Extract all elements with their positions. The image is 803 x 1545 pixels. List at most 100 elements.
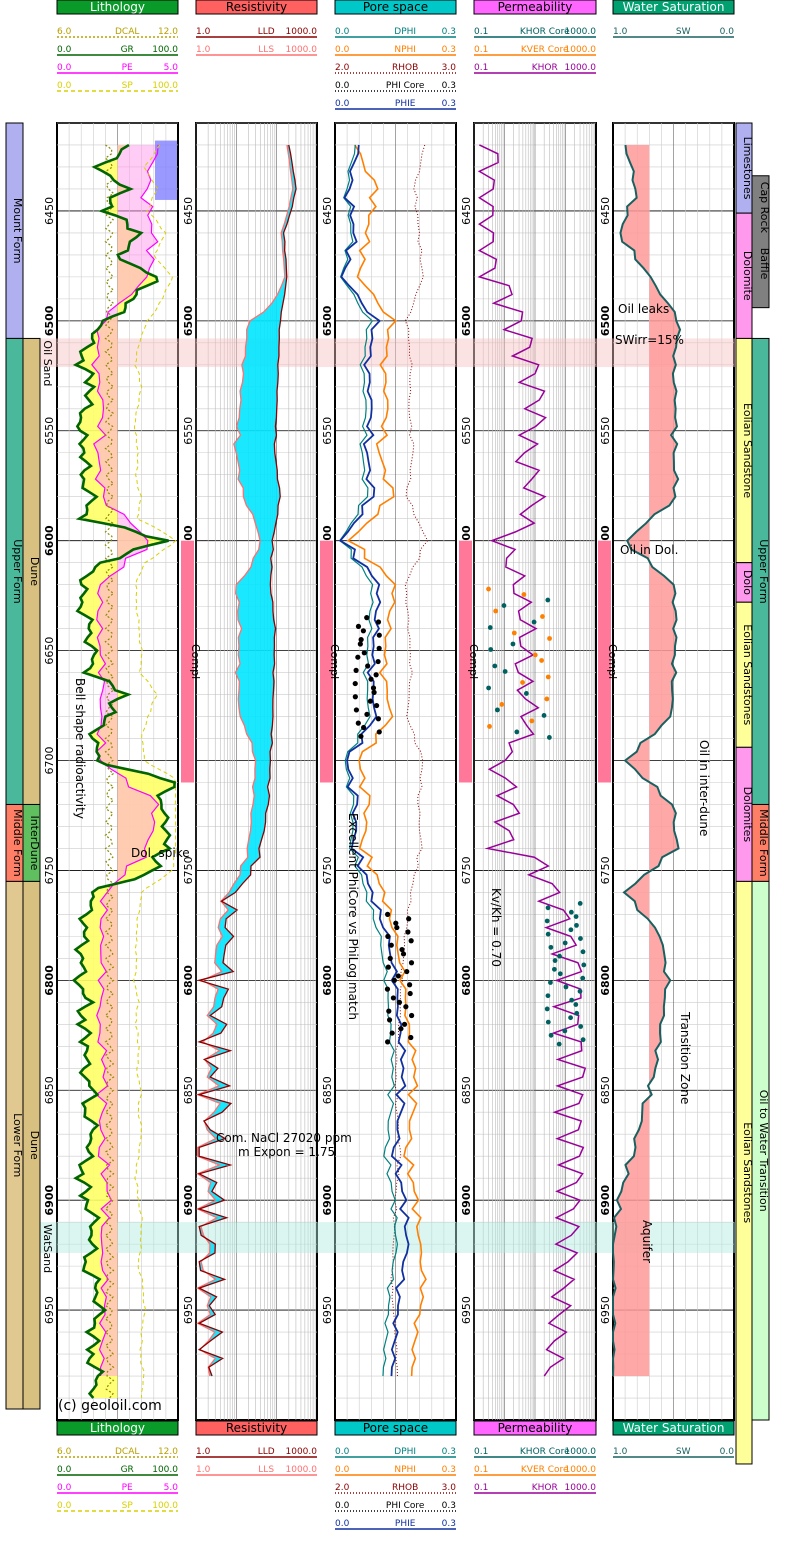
core-perm-point [501,603,507,608]
depth-label-sw: 6800 [599,965,612,996]
core-perm-point [573,1002,579,1007]
core-phi-point [395,973,401,979]
legend-min-PHIE-top: 0.0 [335,99,350,109]
curve-khor [477,144,587,1377]
core-phi-point [396,999,403,1005]
core-phi-point [401,1021,408,1027]
limestone-fill [155,140,177,200]
legend-max-KHOR_Core-top: 1000.0 [565,27,597,37]
legend-min-KHOR_Core-top: 0.1 [474,27,488,37]
core-phi-point [394,924,400,931]
depth-label-sw: 6850 [599,1076,612,1104]
annotation-dol-spike: Dol. spike [131,846,190,860]
core-phi-point [385,964,391,970]
core-phi-point [407,990,413,997]
core-perm-point [546,735,552,740]
legend-min-SP-top: 0.0 [57,81,72,91]
formation-left-label-3: Lower Form [11,1113,24,1177]
depth-label-lith: 6550 [43,417,56,445]
depth-label-sw: 6950 [599,1296,612,1324]
curve-gr [71,143,176,1399]
depth-label-lith: 6600 [43,525,56,556]
track-title-res-top [195,0,318,15]
core-phi-point [408,960,415,966]
legend-min-PHI_Core-top: 0.0 [335,81,350,91]
legend-max-DPHI-top: 0.3 [442,27,456,37]
legend-name-DCAL-top: DCAL [115,27,139,37]
legend-min-GR-bottom: 0.0 [57,1465,72,1475]
compl-band-4 [598,540,611,783]
legend-max-PE-bottom: 5.0 [164,1483,179,1493]
core-perm-point [578,1024,584,1029]
legend-max-RHOB-top: 3.0 [442,63,457,73]
core-perm-point [539,658,544,663]
legend-min-NPHI-bottom: 0.0 [335,1465,350,1475]
core-perm-point [547,636,552,641]
core-perm-point [521,592,527,597]
legend-max-KHOR_Core-bottom: 1000.0 [565,1447,597,1457]
annotation-aquifer: Aquifer [640,1220,654,1263]
legend-min-PE-bottom: 0.0 [57,1483,72,1493]
core-perm-point [562,940,568,946]
formation-right-2 [751,880,770,1421]
legend-name-NPHI-bottom: NPHI [394,1465,416,1475]
curve-lld [196,144,297,1377]
lithology-right-label-0: Limestones [741,137,754,200]
depth-label-por: 6450 [321,197,334,225]
core-phi-point [367,698,373,704]
depth-label-perm: 6900 [460,1185,473,1216]
depth-label-perm: 6950 [460,1296,473,1324]
track-title-por-top [334,0,457,15]
core-phi-point [361,650,367,656]
core-phi-point [398,1026,404,1032]
core-perm-point [548,980,553,985]
legend-name-PE-bottom: PE [122,1483,133,1493]
core-perm-point [529,718,535,724]
formation-left-label-2: Middle Form [11,809,24,877]
track-title-perm-top [473,0,597,15]
core-perm-point [580,975,586,981]
core-perm-point [545,993,551,999]
legend-name-GR-bottom: GR [121,1465,134,1475]
legend-name-LLS-top: LLS [258,45,274,55]
core-perm-point [563,984,569,990]
core-perm-point [486,685,492,691]
formation-left-label-1: Upper Form [11,539,24,604]
curve-phie [338,144,410,1377]
core-phi-point [352,694,358,700]
legend-name-PHIE-top: PHIE [395,99,416,109]
legend-min-KHOR-bottom: 0.1 [474,1483,488,1493]
legend-name-PE-top: PE [122,63,133,73]
legend-max-DCAL-top: 12.0 [158,27,178,37]
legend-name-LLS-bottom: LLS [258,1465,274,1475]
legend-name-RHOB-top: RHOB [392,63,418,73]
core-perm-point [524,691,529,696]
core-perm-point [552,958,558,963]
legend-min-DCAL-top: 6.0 [57,27,72,37]
core-perm-point [574,1010,580,1016]
core-perm-point [578,936,583,941]
legend-name-KHOR-bottom: KHOR [532,1483,558,1493]
zone-label-1: WatSand [41,1224,54,1273]
core-perm-point [514,729,520,735]
legend-name-RHOB-bottom: RHOB [392,1483,418,1493]
subunit-left-label-2: Dune [28,1131,41,1160]
core-perm-point [574,922,579,928]
subunit-left-2 [22,880,41,1410]
core-phi-point [376,729,382,735]
core-perm-point [532,652,538,658]
track-title-text-perm-top: Permeability [498,0,573,14]
core-phi-point [403,1004,409,1010]
compl-label-3: Compl [467,644,480,679]
annotation-oil-interdune: Oil in inter-dune [697,740,711,836]
core-perm-point [562,1028,568,1034]
legend-min-KHOR-top: 0.1 [474,63,488,73]
depth-label-res: 6500 [182,305,195,336]
compl-band-1 [181,540,194,783]
zone-band-0 [40,338,737,368]
legend-min-PHI_Core-bottom: 0.0 [335,1501,350,1511]
legend-max-SW-bottom: 0.0 [720,1447,735,1457]
core-perm-point [580,1037,586,1043]
legend-min-KVER_Core-top: 0.1 [474,45,488,55]
depth-label-lith: 6700 [43,747,56,775]
